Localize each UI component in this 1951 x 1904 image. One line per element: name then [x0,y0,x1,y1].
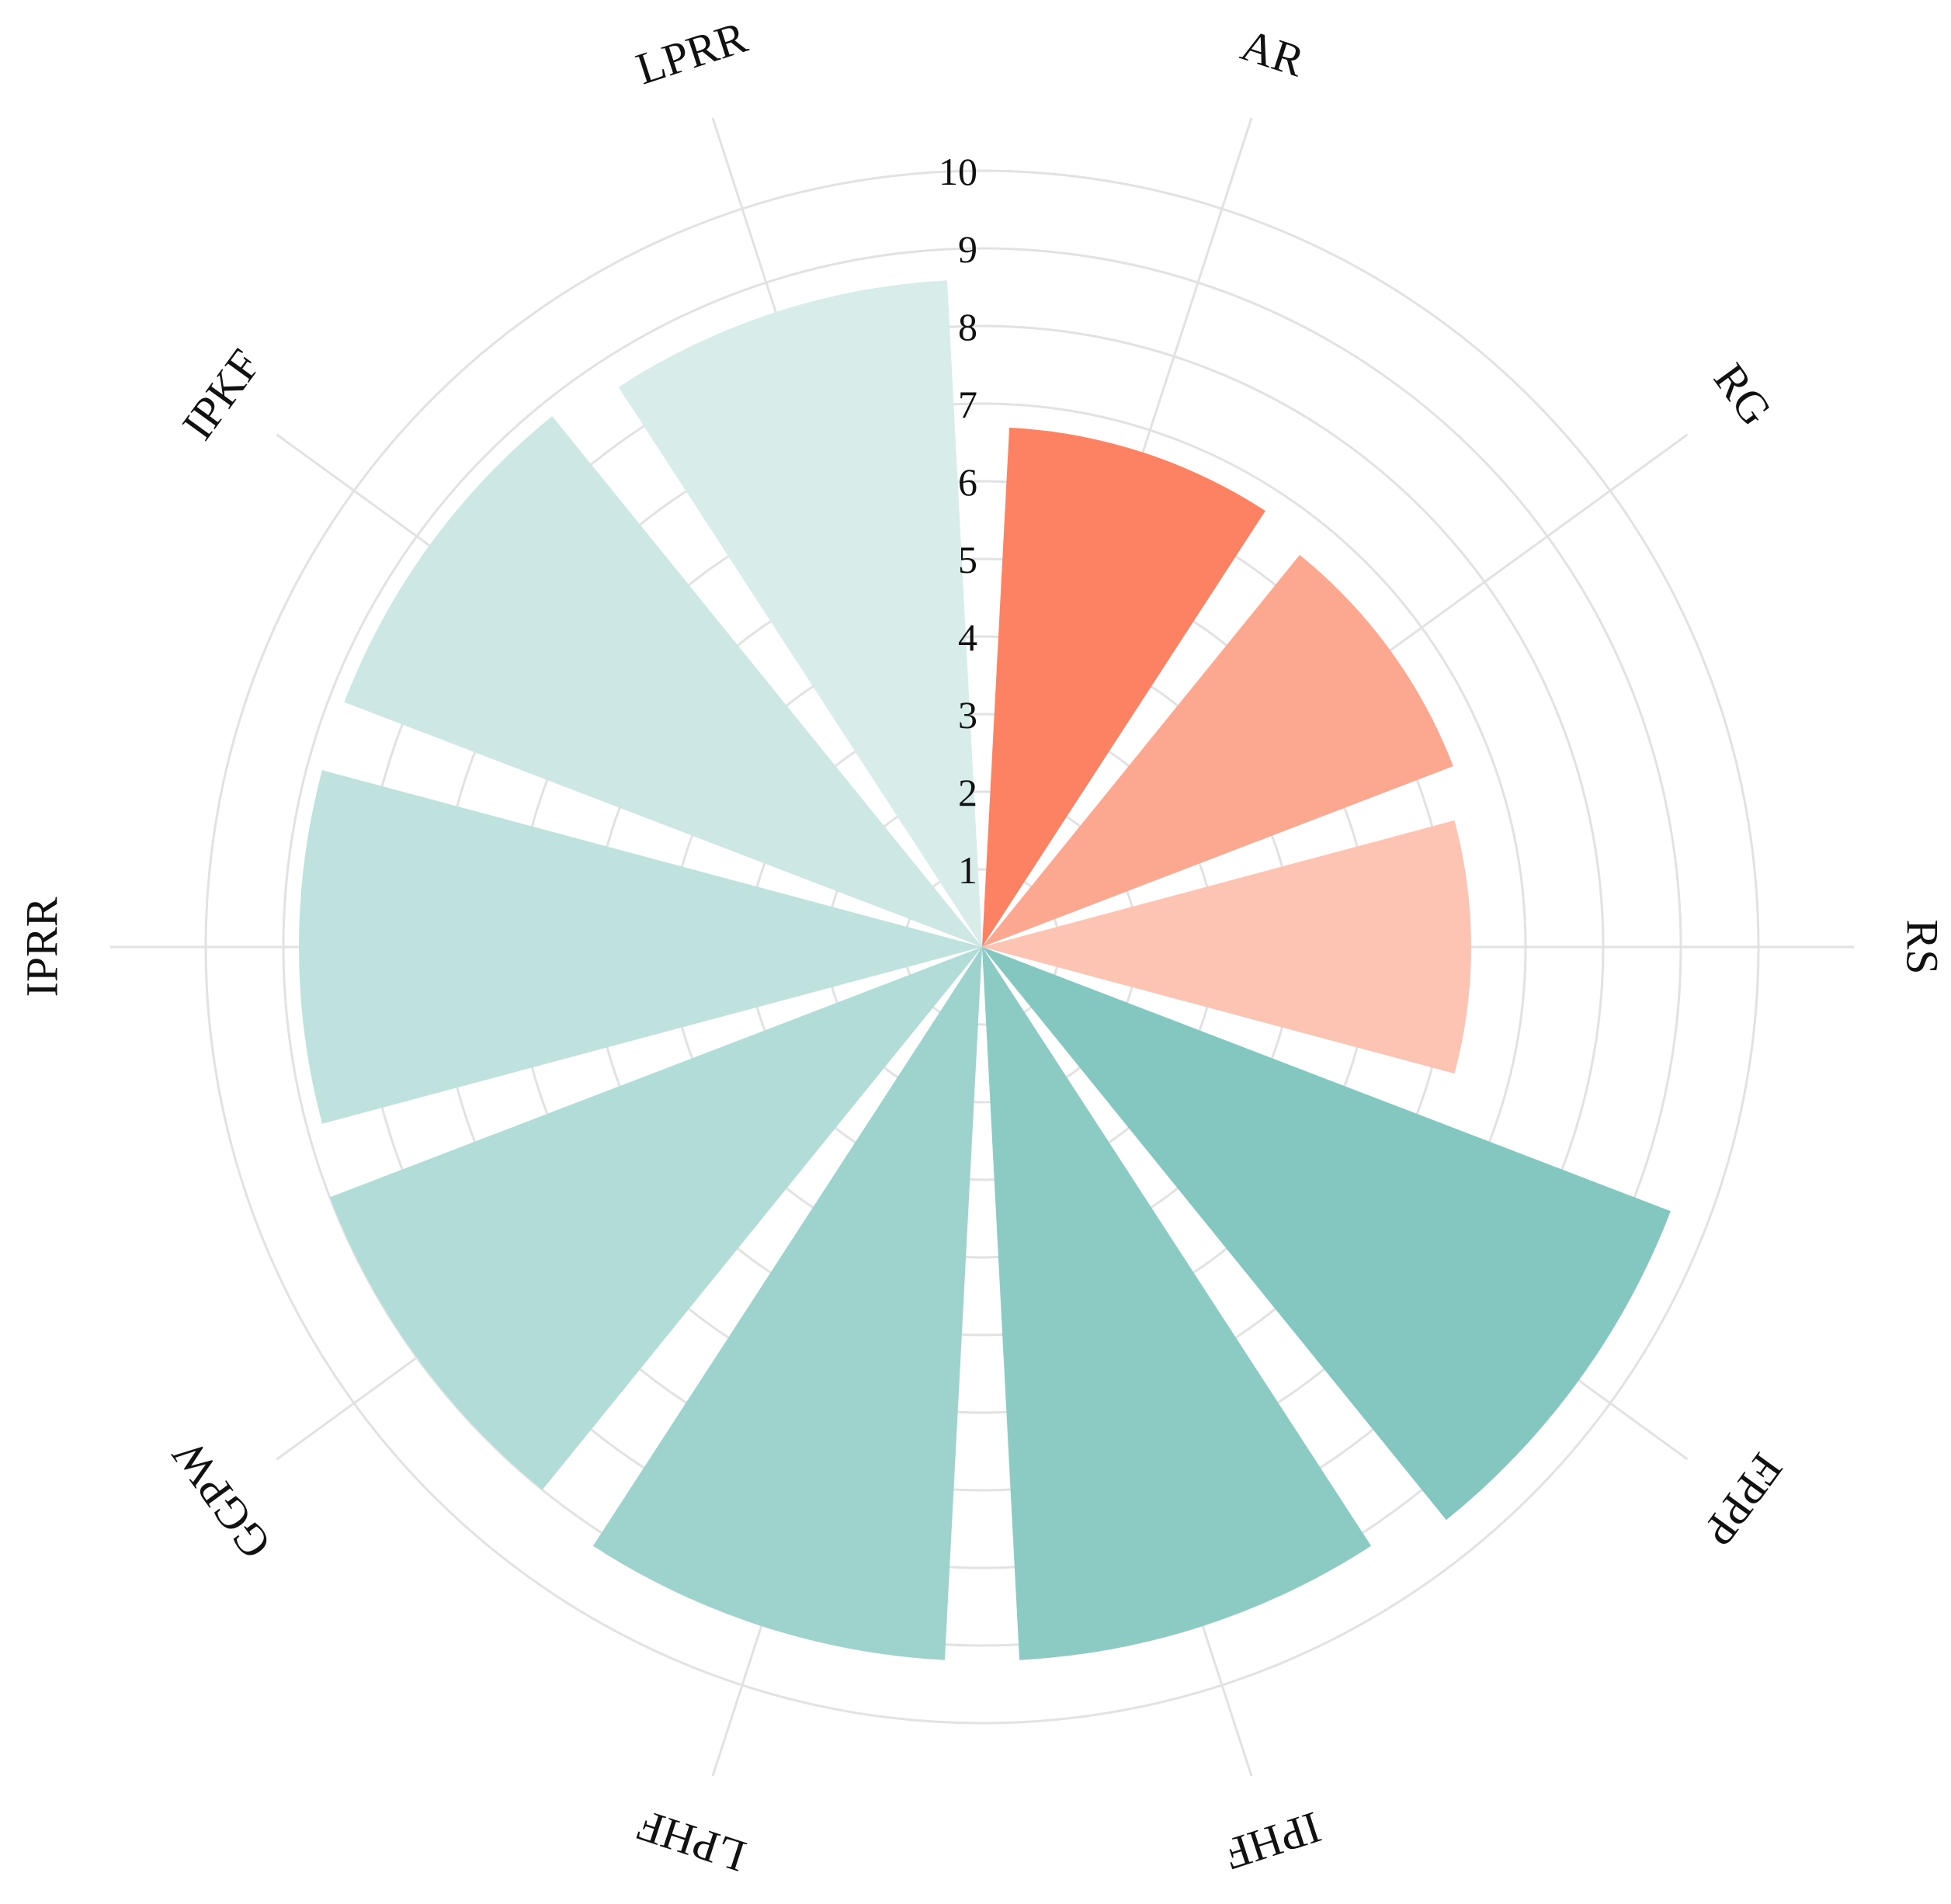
bar-fppp [982,947,1671,1521]
category-label-iprr: IPRR [16,897,67,997]
bar-ar [982,427,1265,947]
category-label-ar: AR [1235,19,1311,87]
bar-rs [982,820,1471,1074]
tick-label-6: 6 [958,460,977,504]
category-label-rg: RG [1704,354,1782,434]
tick-label-1: 1 [958,848,977,892]
category-label-rs: RS [1897,920,1948,975]
category-label-fppp: FPPP [1693,1444,1793,1555]
bar-rg [982,554,1453,947]
tick-label-7: 7 [958,383,977,426]
category-label-ipkf: IPKF [172,340,270,449]
bar-lphf [592,947,982,1660]
tick-label-10: 10 [939,150,977,193]
bar-ggpw [329,947,982,1490]
category-label-ggpw: GGPW [161,1431,280,1569]
category-label-lprr: LPRR [630,12,753,95]
bars [299,280,1671,1660]
tick-label-3: 3 [958,693,977,737]
tick-label-9: 9 [958,227,977,271]
category-label-iphf: IPHF [1218,1802,1327,1881]
tick-label-4: 4 [958,616,977,659]
tick-label-2: 2 [958,771,977,814]
tick-label-5: 5 [958,538,977,581]
bar-iphf [982,947,1372,1660]
bar-ipkf [344,416,982,947]
category-label-lphf: LPHF [631,1800,752,1882]
bar-iprr [299,770,982,1124]
radial-tick-labels: 1 2 3 4 5 6 7 8 9 10 [939,150,977,892]
tick-label-8: 8 [958,305,977,349]
bar-lprr [618,280,982,947]
